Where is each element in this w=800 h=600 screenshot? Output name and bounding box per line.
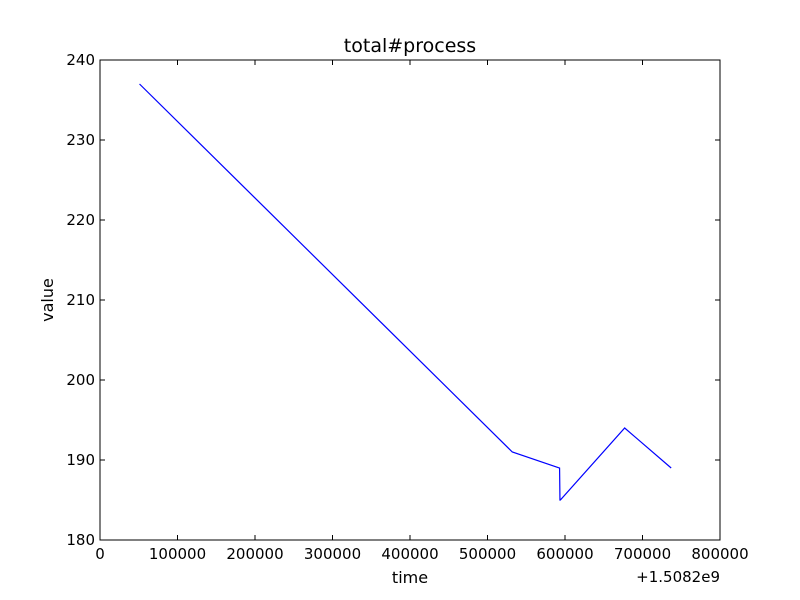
y-tick-label: 230 (66, 131, 95, 149)
series-line (139, 83, 672, 501)
x-axis-offset-label: +1.5082e9 (636, 568, 720, 586)
ticks-layer: 0 100000 200000 300000 400000 500000 600000 700… (66, 51, 748, 563)
y-tick-label: 220 (66, 211, 95, 229)
x-tick-label: 600000 (536, 545, 593, 563)
y-tick-label: 210 (66, 291, 95, 309)
x-tick-label: 300000 (304, 545, 361, 563)
y-axis-title: value (38, 278, 57, 322)
y-tick-label: 180 (66, 531, 95, 549)
y-tick-label: 240 (66, 51, 95, 69)
x-tick-label: 700000 (614, 545, 671, 563)
chart-title: total#process (344, 35, 476, 57)
x-tick-label: 800000 (691, 545, 748, 563)
x-axis-title: time (392, 568, 428, 587)
x-tick-label: 0 (95, 545, 105, 563)
series-layer (139, 83, 672, 501)
plot-frame (99, 59, 721, 541)
x-tick-label: 200000 (226, 545, 283, 563)
x-tick-label: 500000 (459, 545, 516, 563)
y-tick-label: 190 (66, 451, 95, 469)
y-tick-label: 200 (66, 371, 95, 389)
x-tick-label: 100000 (149, 545, 206, 563)
x-tick-label: 400000 (381, 545, 438, 563)
